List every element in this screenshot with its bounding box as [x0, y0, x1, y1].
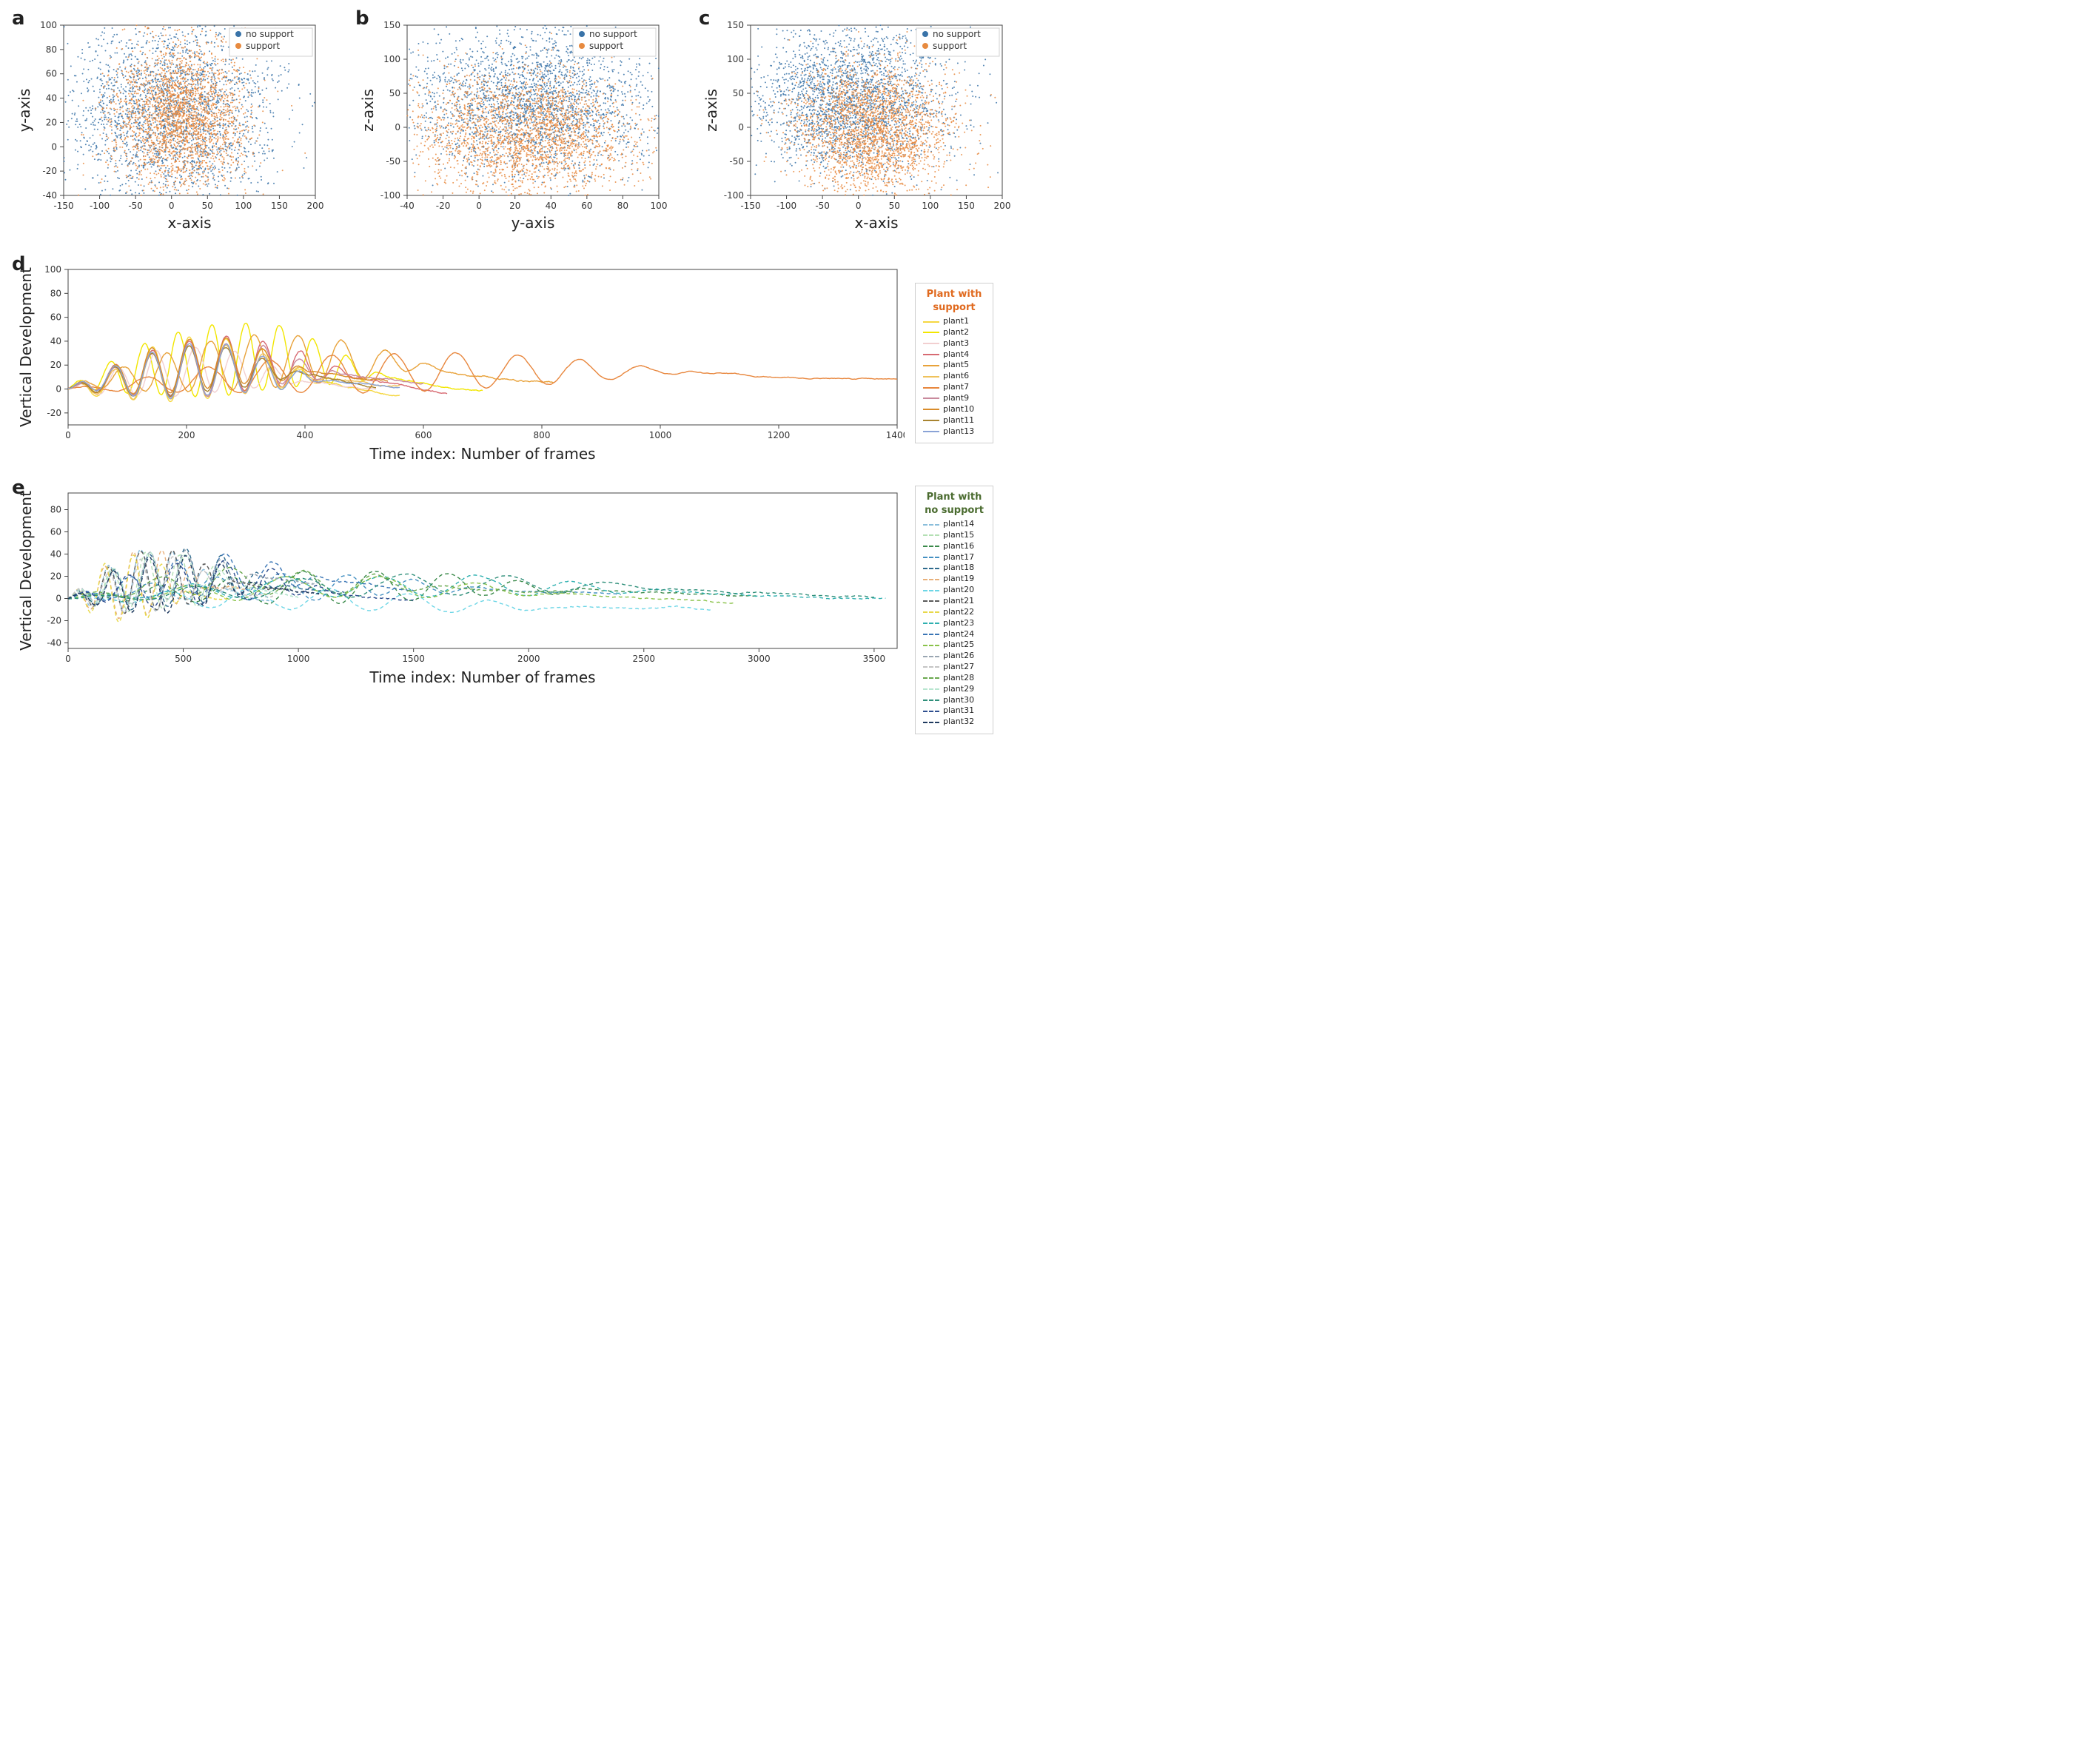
panel-a: a -150-100-50050100150200-40-20020406080… — [16, 13, 327, 238]
svg-text:-40: -40 — [400, 201, 415, 211]
svg-text:-40: -40 — [42, 190, 57, 201]
svg-text:0: 0 — [476, 201, 482, 211]
scatter-b: -40 -20 0 20 40 60 80 100 -100 -50 0 50 100 150 y-axis… — [360, 13, 671, 235]
timeseries-e: 0500100015002000250030003500-40-20020406… — [16, 483, 905, 690]
svg-text:60: 60 — [581, 201, 592, 211]
svg-text:x-axis: x-axis — [167, 214, 211, 232]
svg-text:100: 100 — [651, 201, 668, 211]
svg-text:0: 0 — [169, 201, 175, 211]
panel-e-label: e — [12, 477, 25, 499]
svg-text:20: 20 — [46, 117, 57, 127]
svg-text:60: 60 — [46, 69, 57, 79]
svg-text:z-axis: z-axis — [360, 89, 377, 132]
scatter-c: -150-100-50050100150200-100-50050100150x… — [703, 13, 1014, 235]
svg-text:-50: -50 — [386, 156, 400, 167]
svg-text:0: 0 — [395, 122, 400, 133]
svg-text:150: 150 — [271, 201, 288, 211]
scatter-a: -150 -100 -50 0 50 100 150 200 -40 -20 0 20 40 60 80 10… — [16, 13, 327, 235]
panel-d: d 0200400600800100012001400-200204060801… — [16, 259, 1030, 469]
svg-text:80: 80 — [617, 201, 628, 211]
svg-text:y-axis: y-axis — [511, 214, 555, 232]
svg-text:-100: -100 — [90, 201, 110, 211]
panel-b: b -40-20020406080100-100-50050100150y-ax… — [360, 13, 671, 238]
panel-e: e 0500100015002000250030003500-40-200204… — [16, 483, 1030, 693]
panel-a-label: a — [12, 7, 25, 30]
svg-text:-20: -20 — [42, 166, 57, 176]
svg-text:no support: no support — [246, 29, 294, 39]
panel-d-label: d — [12, 253, 26, 275]
svg-text:50: 50 — [202, 201, 213, 211]
figure: a -150-100-50050100150200-40-20020406080… — [0, 0, 1036, 714]
scatter-row: a -150-100-50050100150200-40-20020406080… — [16, 13, 1020, 238]
svg-text:100: 100 — [40, 20, 57, 30]
svg-text:40: 40 — [46, 93, 57, 104]
panel-c-label: c — [699, 7, 710, 30]
legend-e: Plant withno supportplant14plant15plant1… — [915, 486, 993, 734]
svg-text:-150: -150 — [53, 201, 73, 211]
svg-text:0: 0 — [51, 141, 57, 152]
svg-text:y-axis: y-axis — [16, 89, 33, 133]
svg-text:80: 80 — [46, 44, 57, 55]
svg-text:40: 40 — [546, 201, 557, 211]
svg-text:150: 150 — [383, 20, 400, 30]
svg-text:100: 100 — [383, 54, 400, 64]
svg-text:-100: -100 — [380, 190, 400, 201]
svg-text:200: 200 — [307, 201, 324, 211]
panel-c: c -150-100-50050100150200-100-5005010015… — [703, 13, 1014, 238]
legend-d: Plant withsupportplant1plant2plant3plant… — [915, 283, 993, 443]
timeseries-d: 0200400600800100012001400-20020406080100… — [16, 259, 905, 466]
svg-text:-50: -50 — [128, 201, 143, 211]
svg-text:support: support — [246, 41, 280, 51]
svg-text:-20: -20 — [436, 201, 451, 211]
svg-text:100: 100 — [235, 201, 252, 211]
svg-text:20: 20 — [509, 201, 520, 211]
svg-text:50: 50 — [389, 88, 400, 98]
panel-b-label: b — [355, 7, 369, 30]
